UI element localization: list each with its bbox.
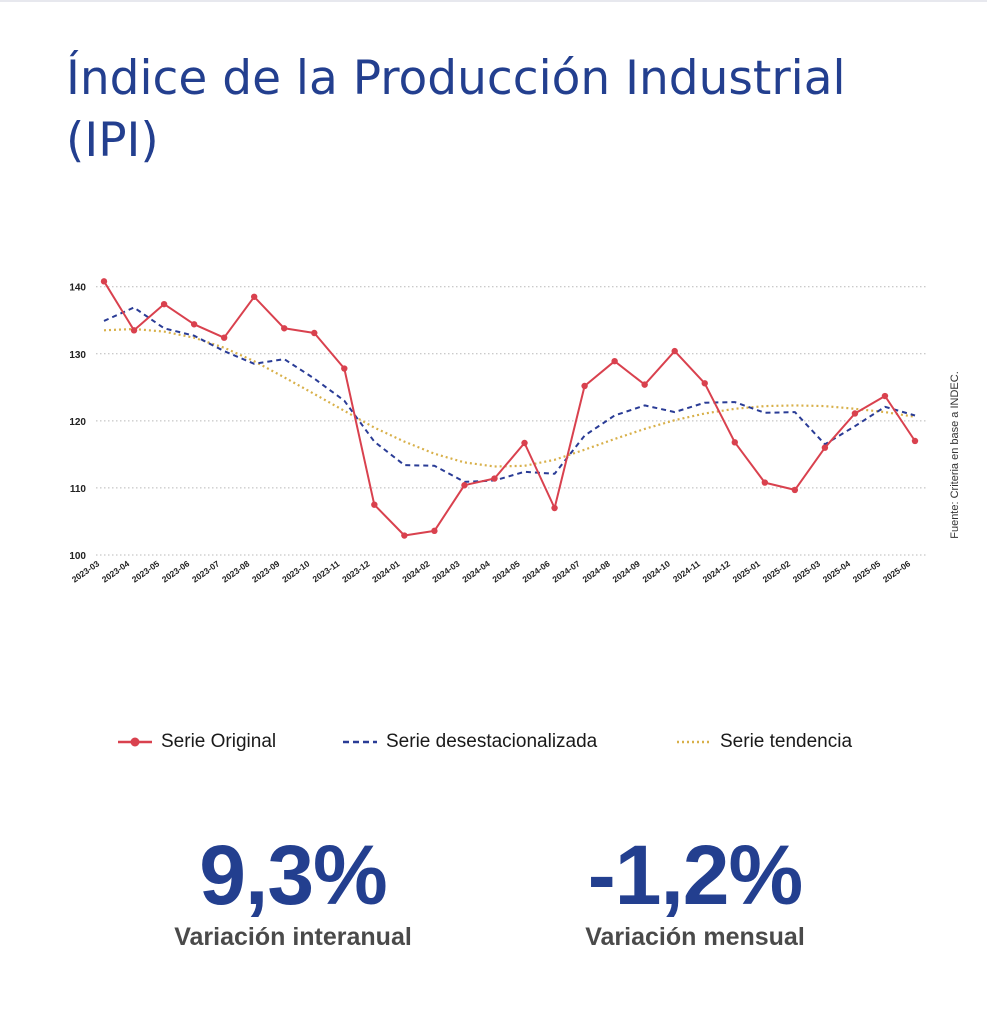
x-tick-label: 2024-10 — [641, 558, 673, 584]
legend-seasonal-label: Serie desestacionalizada — [386, 731, 598, 752]
x-tick-label: 2024-12 — [701, 558, 733, 584]
data-point — [491, 475, 498, 482]
data-point — [551, 504, 558, 512]
series-original-line — [103, 280, 916, 537]
x-tick-label: 2024-11 — [671, 558, 702, 584]
series-seasonal-line — [103, 306, 916, 483]
chart-gridlines — [96, 286, 928, 556]
data-point — [881, 392, 889, 400]
x-tick-label: 2023-12 — [340, 558, 372, 584]
x-tick-label: 2024-07 — [550, 558, 582, 584]
x-tick-label: 2024-04 — [460, 558, 492, 584]
chart-x-ticks: 2023-032023-042023-052023-062023-072023-… — [70, 558, 913, 584]
x-tick-label: 2023-05 — [130, 558, 162, 584]
data-point — [311, 329, 318, 337]
legend-item-original: Serie Original — [117, 728, 276, 756]
source-note: Fuente: Criteria en base a INDEC. — [949, 371, 961, 539]
legend-item-seasonal: Serie desestacionalizada — [342, 728, 597, 756]
data-point — [431, 527, 438, 535]
x-tick-label: 2024-03 — [430, 558, 462, 584]
series-trend-line — [103, 327, 916, 468]
data-point — [341, 365, 348, 372]
legend-item-trend: Serie tendencia — [676, 728, 852, 756]
x-tick-label: 2023-09 — [250, 558, 282, 584]
page-title: Índice de la Producción Industrial (IPI) — [66, 51, 846, 168]
y-tick-label: 130 — [69, 350, 86, 361]
legend-trend-swatch — [677, 740, 711, 744]
kpi-monthly: -1,2% Variación mensual — [505, 830, 885, 954]
legend-seasonal-swatch — [343, 740, 377, 744]
data-point — [100, 278, 108, 285]
x-tick-label: 2023-11 — [311, 558, 342, 584]
kpi-monthly-label: Variación mensual — [585, 923, 805, 951]
data-point — [160, 300, 168, 308]
x-tick-label: 2024-09 — [611, 558, 643, 584]
data-point — [671, 347, 678, 355]
legend-trend-label: Serie tendencia — [720, 731, 853, 752]
x-tick-label: 2023-04 — [100, 558, 132, 584]
x-tick-label: 2025-01 — [731, 558, 763, 584]
y-tick-label: 120 — [69, 417, 86, 428]
x-tick-label: 2024-08 — [580, 558, 612, 584]
legend-original-swatch — [118, 737, 152, 747]
x-tick-label: 2025-05 — [851, 558, 883, 584]
y-tick-label: 140 — [69, 283, 86, 294]
x-tick-label: 2023-10 — [280, 558, 312, 584]
data-point — [281, 325, 288, 332]
data-point — [130, 327, 138, 334]
x-tick-label: 2023-03 — [70, 558, 102, 584]
kpi-interannual-value: 9,3% — [199, 828, 387, 922]
legend-original-label: Serie Original — [161, 731, 277, 752]
chart-legend: Serie Original Serie desestacionalizada … — [0, 728, 987, 756]
kpi-interannual-label: Variación interanual — [174, 923, 412, 951]
data-point — [220, 334, 228, 341]
x-tick-label: 2025-06 — [881, 558, 913, 584]
x-tick-label: 2023-07 — [190, 558, 222, 584]
data-point — [250, 293, 258, 300]
x-tick-label: 2024-06 — [520, 558, 552, 584]
data-point — [611, 357, 618, 365]
x-tick-label: 2024-01 — [370, 558, 402, 584]
x-tick-label: 2025-04 — [821, 558, 853, 584]
data-point — [851, 410, 859, 417]
data-point — [581, 382, 588, 390]
x-tick-label: 2024-02 — [400, 558, 432, 584]
data-point — [371, 501, 378, 508]
kpi-monthly-value: -1,2% — [587, 828, 803, 922]
top-rule — [0, 0, 987, 2]
x-tick-label: 2025-02 — [761, 558, 793, 584]
y-tick-label: 110 — [70, 484, 87, 495]
x-tick-label: 2024-05 — [490, 558, 522, 584]
chart-y-ticks: 100 110 120 130 140 — [69, 283, 86, 562]
data-point — [911, 437, 919, 445]
x-tick-label: 2023-06 — [160, 558, 192, 584]
data-point — [761, 479, 769, 486]
data-point — [701, 380, 708, 387]
x-tick-label: 2025-03 — [791, 558, 823, 584]
data-point — [521, 439, 528, 447]
data-point — [641, 381, 648, 388]
data-point — [401, 532, 408, 539]
data-point — [821, 444, 829, 451]
data-point — [731, 439, 738, 446]
data-point — [461, 482, 468, 489]
y-tick-label: 100 — [69, 551, 86, 562]
chart-series — [100, 278, 919, 539]
kpi-interannual: 9,3% Variación interanual — [103, 830, 483, 954]
data-point — [791, 486, 799, 494]
data-point — [190, 321, 198, 328]
x-tick-label: 2023-08 — [220, 558, 252, 584]
